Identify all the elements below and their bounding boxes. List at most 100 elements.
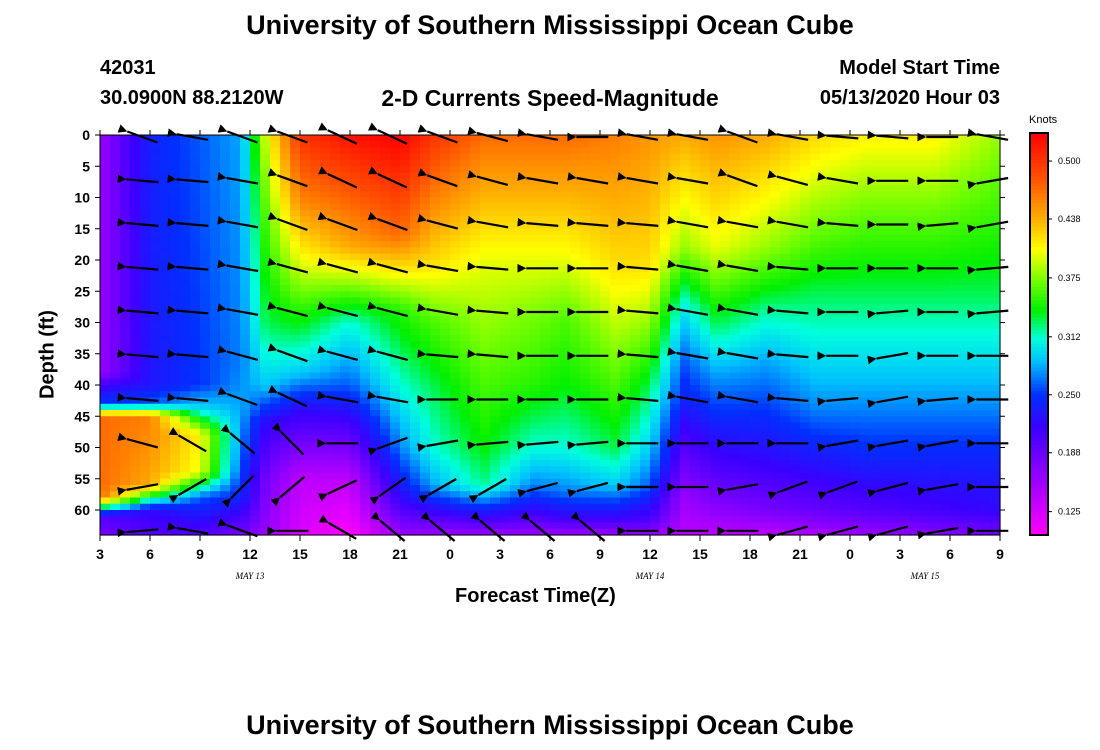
heatmap-cell bbox=[310, 422, 321, 430]
heatmap-cell bbox=[120, 516, 131, 524]
heatmap-cell bbox=[780, 166, 791, 174]
heatmap-cell bbox=[650, 478, 661, 486]
heatmap-cell bbox=[460, 210, 471, 217]
heatmap-cell bbox=[710, 191, 721, 199]
heatmap-cell bbox=[720, 416, 731, 424]
heatmap-cell bbox=[120, 153, 131, 161]
heatmap-cell bbox=[100, 266, 111, 274]
heatmap-cell bbox=[410, 303, 421, 311]
heatmap-cell bbox=[720, 203, 731, 211]
heatmap-cell bbox=[160, 453, 171, 461]
heatmap-cell bbox=[650, 447, 661, 455]
heatmap-cell bbox=[740, 241, 751, 249]
heatmap-cell bbox=[230, 453, 241, 461]
heatmap-cell bbox=[130, 372, 141, 380]
heatmap-cell bbox=[750, 153, 761, 161]
heatmap-cell bbox=[160, 416, 171, 424]
heatmap-cell bbox=[220, 403, 231, 411]
heatmap-cell bbox=[760, 316, 771, 324]
heatmap-cell bbox=[800, 422, 811, 430]
heatmap-cell bbox=[350, 172, 361, 180]
heatmap-cell bbox=[770, 235, 781, 242]
heatmap-cell bbox=[460, 372, 471, 380]
heatmap-cell bbox=[510, 266, 521, 274]
heatmap-cell bbox=[630, 510, 641, 517]
heatmap-cell bbox=[220, 322, 231, 330]
heatmap-cell bbox=[460, 360, 471, 367]
heatmap-cell bbox=[530, 347, 541, 355]
heatmap-cell bbox=[190, 141, 201, 149]
heatmap-cell bbox=[290, 466, 301, 474]
heatmap-cell bbox=[320, 316, 331, 324]
heatmap-cell bbox=[430, 197, 441, 205]
heatmap-cell bbox=[680, 203, 691, 211]
heatmap-cell bbox=[510, 328, 521, 336]
heatmap-cell bbox=[640, 203, 651, 211]
heatmap-cell bbox=[810, 203, 821, 211]
heatmap-cell bbox=[810, 328, 821, 336]
heatmap-cell bbox=[630, 291, 641, 299]
heatmap-cell bbox=[370, 428, 381, 436]
heatmap-cell bbox=[710, 497, 721, 505]
heatmap-cell bbox=[510, 147, 521, 155]
heatmap-cell bbox=[750, 497, 761, 505]
heatmap-cell bbox=[680, 197, 691, 205]
heatmap-cell bbox=[590, 478, 601, 486]
heatmap-cell bbox=[580, 435, 591, 442]
heatmap-cell bbox=[850, 278, 861, 286]
heatmap-cell bbox=[280, 528, 291, 536]
heatmap-cell bbox=[810, 447, 821, 455]
heatmap-cell bbox=[550, 397, 561, 405]
heatmap-cell bbox=[710, 503, 721, 511]
heatmap-cell bbox=[560, 166, 571, 174]
heatmap-cell bbox=[370, 178, 381, 186]
heatmap-cell bbox=[140, 172, 151, 180]
heatmap-cell bbox=[190, 272, 201, 280]
heatmap-cell bbox=[670, 410, 681, 417]
heatmap-cell bbox=[850, 235, 861, 242]
heatmap-cell bbox=[110, 328, 121, 336]
heatmap-cell bbox=[660, 410, 671, 417]
heatmap-cell bbox=[290, 191, 301, 199]
heatmap-cell bbox=[550, 316, 561, 324]
heatmap-cell bbox=[120, 197, 131, 205]
heatmap-cell bbox=[510, 247, 521, 255]
heatmap-cell bbox=[330, 172, 341, 180]
heatmap-cell bbox=[460, 385, 471, 392]
heatmap-cell bbox=[800, 441, 811, 449]
heatmap-cell bbox=[290, 291, 301, 299]
heatmap-cell bbox=[520, 228, 531, 236]
heatmap-cell bbox=[570, 272, 581, 280]
heatmap-cell bbox=[820, 197, 831, 205]
heatmap-cell bbox=[510, 291, 521, 299]
heatmap-cell bbox=[670, 516, 681, 524]
heatmap-cell bbox=[740, 372, 751, 380]
heatmap-cell bbox=[410, 478, 421, 486]
heatmap-cell bbox=[390, 185, 401, 192]
heatmap-cell bbox=[570, 328, 581, 336]
heatmap-cell bbox=[580, 297, 591, 305]
heatmap-cell bbox=[410, 322, 421, 330]
heatmap-cell bbox=[710, 391, 721, 399]
heatmap-cell bbox=[850, 360, 861, 367]
heatmap-cell bbox=[300, 460, 311, 467]
heatmap-cell bbox=[680, 153, 691, 161]
heatmap-cell bbox=[810, 435, 821, 442]
heatmap-cell bbox=[760, 291, 771, 299]
heatmap-cell bbox=[450, 472, 461, 480]
heatmap-cell bbox=[860, 428, 871, 436]
heatmap-cell bbox=[540, 297, 551, 305]
heatmap-cell bbox=[710, 335, 721, 342]
heatmap-cell bbox=[770, 253, 781, 261]
heatmap-cell bbox=[120, 160, 131, 167]
heatmap-cell bbox=[570, 385, 581, 392]
heatmap-cell bbox=[840, 372, 851, 380]
heatmap-cell bbox=[860, 260, 871, 267]
heatmap-cell bbox=[100, 335, 111, 342]
heatmap-cell bbox=[430, 272, 441, 280]
heatmap-cell bbox=[710, 385, 721, 392]
heatmap-cell bbox=[410, 497, 421, 505]
heatmap-cell bbox=[850, 272, 861, 280]
heatmap-cell bbox=[150, 385, 161, 392]
heatmap-cell bbox=[630, 278, 641, 286]
